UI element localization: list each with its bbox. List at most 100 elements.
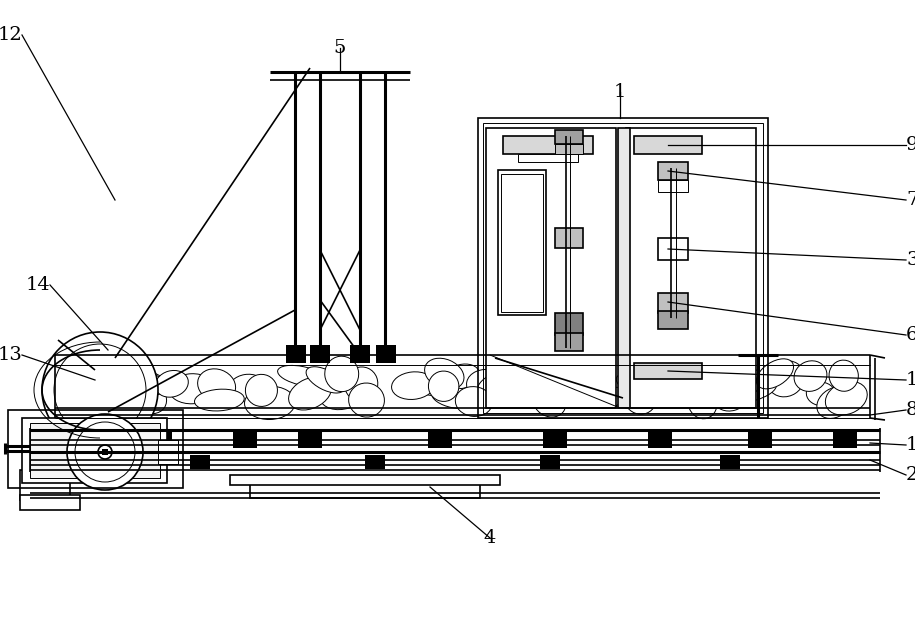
Ellipse shape — [714, 382, 748, 411]
Ellipse shape — [514, 366, 554, 397]
Bar — [503, 136, 593, 154]
Bar — [518, 154, 578, 162]
Bar — [658, 180, 688, 192]
Ellipse shape — [794, 361, 827, 391]
Bar — [250, 480, 480, 498]
Ellipse shape — [125, 373, 164, 394]
Bar — [483, 123, 763, 413]
Bar — [833, 432, 857, 448]
Ellipse shape — [119, 370, 167, 397]
Ellipse shape — [806, 382, 835, 405]
Bar — [498, 170, 546, 315]
Ellipse shape — [562, 368, 608, 396]
Ellipse shape — [244, 386, 296, 420]
Ellipse shape — [425, 358, 464, 389]
Bar — [30, 423, 160, 478]
Bar — [658, 238, 688, 260]
Ellipse shape — [349, 383, 384, 417]
Ellipse shape — [325, 356, 359, 392]
Bar — [365, 455, 385, 469]
Text: 8: 8 — [906, 401, 915, 419]
Ellipse shape — [245, 375, 277, 407]
Bar — [658, 162, 688, 180]
Ellipse shape — [169, 374, 215, 404]
Bar — [555, 313, 583, 335]
Bar — [555, 144, 583, 154]
Bar — [501, 174, 543, 312]
Ellipse shape — [288, 377, 331, 410]
Text: 6: 6 — [906, 326, 915, 344]
Bar — [8, 410, 183, 488]
Ellipse shape — [92, 371, 139, 407]
Bar — [543, 432, 567, 448]
Circle shape — [54, 344, 146, 436]
Bar — [540, 455, 560, 469]
Ellipse shape — [467, 370, 512, 404]
Ellipse shape — [392, 372, 435, 399]
Ellipse shape — [229, 375, 265, 401]
Bar — [20, 470, 70, 500]
Ellipse shape — [688, 386, 717, 419]
Circle shape — [42, 332, 158, 448]
Bar — [626, 128, 756, 408]
Text: 10: 10 — [906, 436, 915, 454]
Ellipse shape — [195, 389, 244, 411]
Ellipse shape — [307, 366, 345, 393]
Ellipse shape — [767, 361, 804, 397]
Ellipse shape — [130, 380, 167, 413]
Bar — [618, 128, 630, 408]
Bar — [310, 345, 330, 363]
Bar — [748, 432, 772, 448]
Ellipse shape — [642, 357, 688, 392]
Ellipse shape — [825, 381, 867, 415]
Text: 4: 4 — [484, 529, 496, 547]
Bar — [648, 432, 672, 448]
Bar — [555, 333, 583, 351]
Text: 3: 3 — [906, 251, 915, 269]
Ellipse shape — [817, 387, 853, 418]
Text: 5: 5 — [334, 39, 346, 57]
Ellipse shape — [107, 361, 142, 384]
Ellipse shape — [69, 360, 113, 389]
Ellipse shape — [715, 367, 761, 404]
Ellipse shape — [414, 371, 458, 395]
Ellipse shape — [444, 364, 479, 389]
Bar — [102, 449, 108, 455]
Bar — [658, 311, 688, 329]
Bar — [486, 128, 616, 408]
Bar — [158, 440, 178, 464]
Ellipse shape — [74, 384, 123, 413]
Ellipse shape — [829, 360, 858, 391]
Ellipse shape — [624, 384, 656, 414]
Circle shape — [67, 414, 143, 490]
Bar — [148, 432, 172, 448]
Ellipse shape — [478, 370, 521, 395]
Text: 2: 2 — [906, 466, 915, 484]
Bar — [555, 228, 583, 248]
Ellipse shape — [591, 387, 628, 408]
Ellipse shape — [497, 365, 524, 389]
Ellipse shape — [550, 366, 594, 393]
Bar — [634, 363, 702, 379]
Text: 12: 12 — [0, 26, 22, 44]
Ellipse shape — [156, 370, 188, 397]
Ellipse shape — [428, 371, 459, 402]
Ellipse shape — [198, 369, 235, 402]
Bar — [233, 432, 257, 448]
Circle shape — [98, 445, 112, 459]
Text: 14: 14 — [26, 276, 50, 294]
Bar — [658, 293, 688, 313]
Ellipse shape — [617, 373, 664, 398]
Bar — [428, 432, 452, 448]
Bar — [190, 455, 210, 469]
Bar — [298, 432, 322, 448]
Bar — [286, 345, 306, 363]
Bar — [376, 345, 396, 363]
Ellipse shape — [729, 380, 776, 403]
Bar — [634, 136, 702, 154]
Ellipse shape — [432, 386, 476, 408]
Ellipse shape — [757, 359, 793, 389]
Bar — [20, 495, 80, 510]
Text: 1: 1 — [614, 83, 626, 101]
Circle shape — [75, 422, 135, 482]
